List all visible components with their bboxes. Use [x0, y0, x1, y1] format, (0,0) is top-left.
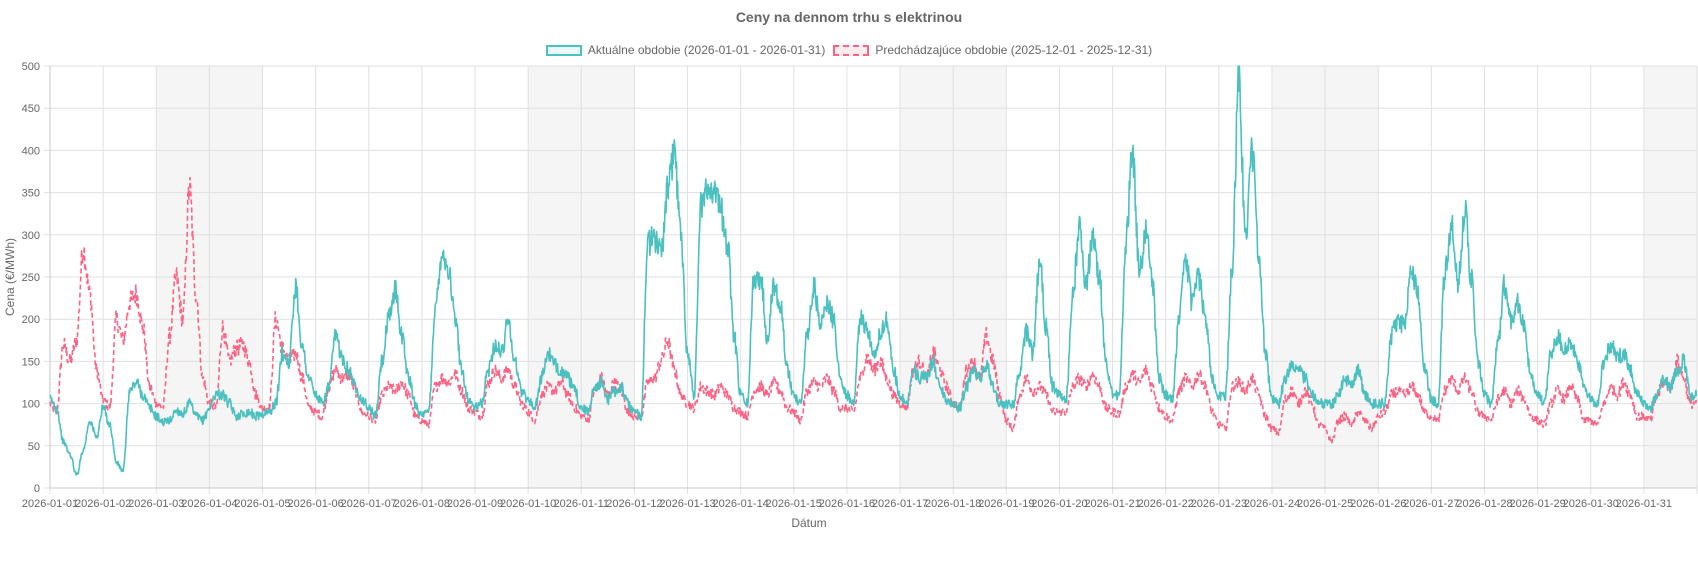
x-tick-label: 2026-01-04: [181, 498, 237, 510]
y-tick-label: 100: [22, 399, 40, 411]
x-tick-label: 2026-01-24: [1244, 498, 1300, 510]
x-tick-label: 2026-01-19: [978, 498, 1034, 510]
y-tick-label: 450: [22, 103, 40, 115]
legend-swatch-previous: [833, 44, 870, 56]
legend: Aktuálne obdobie (2026-01-01 - 2026-01-3…: [0, 43, 1698, 57]
x-tick-label: 2026-01-29: [1509, 498, 1565, 510]
x-tick-label: 2026-01-03: [128, 498, 184, 510]
x-tick-label: 2026-01-12: [606, 498, 662, 510]
x-tick-label: 2026-01-01: [22, 498, 78, 510]
x-tick-label: 2026-01-07: [341, 498, 397, 510]
x-tick-label: 2026-01-09: [447, 498, 503, 510]
x-tick-label: 2026-01-25: [1297, 498, 1353, 510]
x-tick-label: 2026-01-16: [819, 498, 875, 510]
series-line-previous: [49, 176, 1698, 445]
y-tick-label: 500: [22, 61, 40, 73]
legend-label-current: Aktuálne obdobie (2026-01-01 - 2026-01-3…: [587, 43, 826, 57]
y-tick-label: 50: [28, 441, 40, 453]
x-tick-label: 2026-01-21: [1084, 498, 1140, 510]
y-axis-title: Cena (€/MWh): [3, 238, 17, 316]
grid-lines: [44, 65, 1698, 494]
x-tick-label: 2026-01-18: [925, 498, 981, 510]
y-tick-label: 400: [22, 145, 40, 157]
legend-item-current[interactable]: Aktuálne obdobie (2026-01-01 - 2026-01-3…: [545, 43, 826, 57]
x-tick-label: 2026-01-15: [766, 498, 822, 510]
x-tick-label: 2026-01-17: [872, 498, 928, 510]
y-tick-label: 350: [22, 188, 40, 200]
series-lines: [49, 65, 1698, 476]
x-tick-label: 2026-01-14: [713, 498, 769, 510]
chart-title: Ceny na dennom trhu s elektrinou: [735, 9, 963, 25]
y-tick-label: 0: [34, 483, 40, 495]
x-axis-title: Dátum: [791, 516, 826, 530]
y-tick-label: 200: [22, 314, 40, 326]
x-tick-label: 2026-01-11: [554, 498, 609, 510]
x-tick-label: 2026-01-30: [1563, 498, 1619, 510]
x-tick-label: 2026-01-10: [500, 498, 556, 510]
series-line-current: [49, 65, 1698, 476]
legend-swatch-current: [545, 44, 582, 56]
x-tick-label: 2026-01-27: [1403, 498, 1459, 510]
x-tick-label: 2026-01-08: [394, 498, 450, 510]
y-tick-label: 150: [22, 356, 40, 368]
x-tick-label: 2026-01-20: [1031, 498, 1087, 510]
x-tick-label: 2026-01-31: [1616, 498, 1672, 510]
x-tick-label: 2026-01-26: [1350, 498, 1406, 510]
y-tick-label: 300: [22, 230, 40, 242]
legend-item-previous[interactable]: Predchádzajúce obdobie (2025-12-01 - 202…: [833, 43, 1152, 57]
x-axis-ticks: 2026-01-012026-01-022026-01-032026-01-04…: [22, 498, 1672, 510]
y-axis-ticks: 0 50 100 150 200 250 300 350 400 450 500: [22, 61, 40, 495]
x-tick-label: 2026-01-13: [659, 498, 715, 510]
x-tick-label: 2026-01-22: [1138, 498, 1194, 510]
x-tick-label: 2026-01-28: [1456, 498, 1512, 510]
x-tick-label: 2026-01-06: [288, 498, 344, 510]
legend-label-previous: Predchádzajúce obdobie (2025-12-01 - 202…: [875, 43, 1153, 57]
x-tick-label: 2026-01-23: [1191, 498, 1247, 510]
y-tick-label: 250: [22, 272, 40, 284]
x-tick-label: 2026-01-05: [234, 498, 290, 510]
x-tick-label: 2026-01-02: [75, 498, 131, 510]
